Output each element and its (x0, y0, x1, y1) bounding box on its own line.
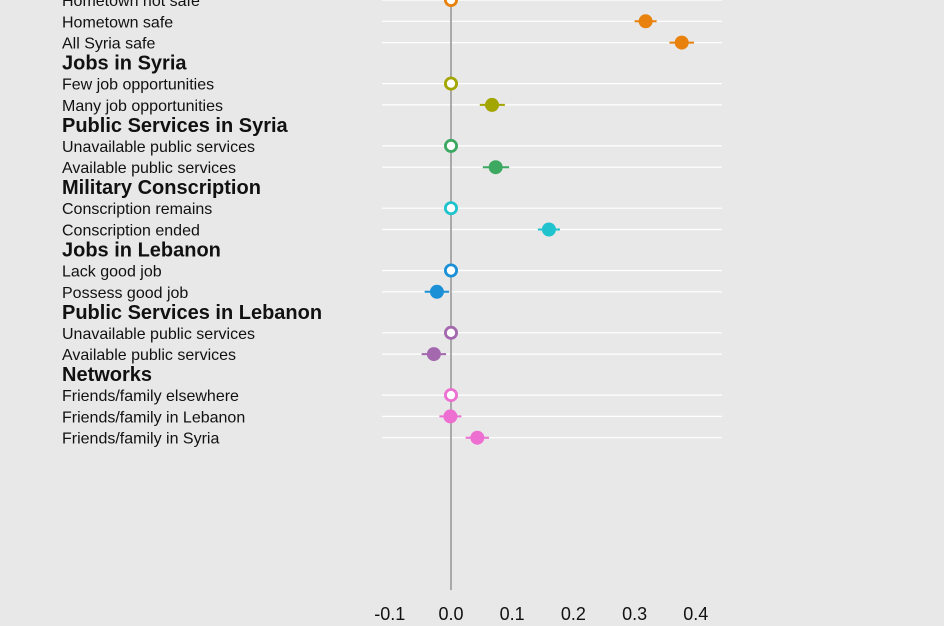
baseline-marker (443, 76, 458, 91)
gridlines (382, 0, 722, 439)
level-label: Friends/family in Lebanon (62, 409, 245, 426)
level-label: Friends/family in Syria (62, 431, 219, 448)
level-label: Hometown not safe (62, 0, 200, 10)
group-title: Public Services in Lebanon (62, 302, 322, 324)
level-label: Lack good job (62, 264, 162, 281)
estimate-point (638, 14, 653, 29)
baseline-marker (443, 325, 458, 340)
level-label: Friends/family elsewhere (62, 388, 239, 405)
level-label: Unavailable public services (62, 326, 255, 343)
level-label: Conscription remains (62, 201, 212, 218)
level-label: Available public services (62, 347, 236, 364)
x-axis-ticks: -0.1 0.0 0.1 0.2 0.3 0.4 (374, 604, 708, 624)
group-title: Jobs in Lebanon (62, 240, 221, 262)
baseline-marker (443, 201, 458, 216)
level-label: Available public services (62, 160, 236, 177)
x-tick-label: 0.4 (683, 604, 708, 624)
x-tick-label: 0.2 (561, 604, 586, 624)
estimate-point (541, 222, 556, 237)
level-label: Few job opportunities (62, 77, 214, 94)
estimate-point (470, 430, 485, 445)
group-title: Jobs in Syria (62, 53, 187, 75)
level-label: Hometown safe (62, 14, 173, 31)
estimates (421, 0, 694, 445)
estimate-point (488, 160, 503, 175)
level-label: All Syria safe (62, 36, 155, 53)
baseline-marker (443, 263, 458, 278)
x-tick-label: 0.1 (500, 604, 525, 624)
x-tick-label: 0.0 (438, 604, 463, 624)
estimate-point (485, 97, 500, 112)
group-title: Networks (62, 364, 152, 386)
level-label: Unavailable public services (62, 139, 255, 156)
group-title: Public Services in Syria (62, 115, 289, 137)
level-label: Conscription ended (62, 223, 200, 240)
estimate-point (674, 35, 689, 50)
row-labels: Jobs in Syria Public Services in Syria Mil… (62, 0, 322, 448)
x-tick-label: 0.3 (622, 604, 647, 624)
baseline-marker (444, 0, 458, 7)
baseline-marker (443, 138, 458, 153)
level-label: Many job opportunities (62, 98, 223, 115)
level-label: Possess good job (62, 285, 188, 302)
baseline-marker (443, 388, 458, 403)
estimate-point (426, 347, 441, 362)
x-tick-label: -0.1 (374, 604, 405, 624)
group-title: Military Conscription (62, 177, 261, 199)
estimate-point (443, 409, 458, 424)
estimate-point (429, 284, 444, 299)
